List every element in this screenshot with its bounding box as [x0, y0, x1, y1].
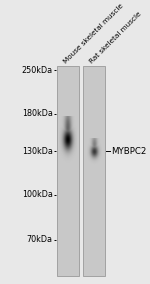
- Text: Mouse skeletal muscle: Mouse skeletal muscle: [62, 3, 124, 65]
- Text: 130kDa: 130kDa: [22, 147, 53, 156]
- Text: 180kDa: 180kDa: [22, 109, 53, 118]
- Text: Rat skeletal muscle: Rat skeletal muscle: [88, 11, 142, 65]
- Text: 70kDa: 70kDa: [27, 235, 53, 244]
- Text: 100kDa: 100kDa: [22, 190, 53, 199]
- Text: MYBPC2: MYBPC2: [111, 147, 146, 156]
- Bar: [83, 66, 105, 276]
- Text: 250kDa: 250kDa: [21, 66, 53, 74]
- Bar: [57, 66, 79, 276]
